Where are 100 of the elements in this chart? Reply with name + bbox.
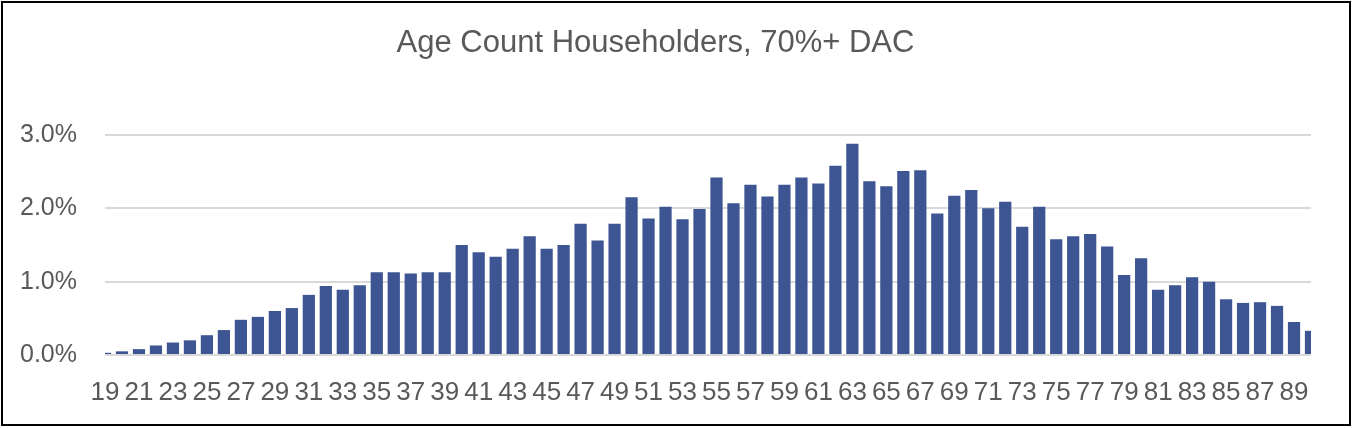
bar: [778, 184, 791, 354]
bar: [455, 245, 468, 354]
bar: [404, 273, 417, 354]
x-tick-label: 89: [1279, 375, 1309, 406]
bar: [1084, 234, 1097, 354]
bar: [489, 256, 502, 354]
bar: [200, 335, 214, 354]
bar: [846, 143, 859, 354]
bar: [676, 219, 689, 354]
x-tick-label: 75: [1041, 375, 1071, 406]
bar: [217, 330, 231, 354]
y-tick-label: 3.0%: [20, 118, 77, 147]
bar: [353, 285, 366, 354]
bar: [693, 209, 706, 354]
bar: [319, 286, 332, 354]
bar: [370, 272, 383, 354]
bar: [948, 195, 961, 354]
bar: [608, 223, 621, 354]
x-tick-label: 73: [1007, 375, 1037, 406]
bar: [506, 248, 519, 354]
bar: [1270, 305, 1284, 354]
x-tick-label: 87: [1245, 375, 1275, 406]
bar: [880, 186, 893, 354]
bar: [166, 342, 180, 354]
x-tick-label: 55: [702, 375, 731, 406]
bar: [268, 311, 281, 354]
bar: [625, 197, 638, 354]
bar: [183, 340, 197, 354]
x-tick-label: 45: [532, 375, 562, 406]
bar: [1287, 322, 1301, 354]
bar: [727, 203, 740, 354]
x-tick-label: 29: [260, 375, 290, 406]
x-tick-label: 19: [90, 375, 120, 406]
bar: [557, 245, 570, 354]
x-tick-label: 61: [803, 375, 833, 406]
x-tick-label: 65: [871, 375, 901, 406]
x-tick-label: 83: [1177, 375, 1207, 406]
bar: [1135, 258, 1148, 354]
y-tick-label: 2.0%: [20, 192, 77, 221]
x-tick-label: 49: [600, 375, 630, 406]
bar: [421, 272, 434, 354]
bar: [251, 316, 264, 354]
x-tick-label: 37: [396, 375, 426, 406]
bar: [1185, 277, 1199, 354]
y-tick-label: 0.0%: [20, 338, 77, 367]
bar: [1067, 236, 1080, 354]
bar: [863, 181, 876, 354]
x-tick-label: 25: [192, 375, 222, 406]
bar: [472, 252, 485, 354]
bar: [336, 289, 349, 354]
x-tick-label: 33: [328, 375, 358, 406]
x-tick-label: 77: [1075, 375, 1105, 406]
bar: [438, 272, 451, 354]
bar: [829, 165, 842, 354]
x-tick-label: 67: [905, 375, 935, 406]
bar: [710, 177, 723, 354]
x-tick-label: 81: [1143, 375, 1173, 406]
x-tick-label: 43: [498, 375, 528, 406]
bar: [574, 223, 587, 354]
bar: [149, 345, 163, 354]
bar: [1016, 226, 1029, 354]
bar: [1253, 302, 1267, 354]
bar: [285, 308, 298, 354]
bar: [795, 177, 808, 354]
bar: [659, 206, 672, 354]
bar: [1219, 299, 1233, 354]
x-tick-label: 31: [294, 375, 324, 406]
x-tick-label: 21: [124, 375, 154, 406]
bar: [540, 248, 553, 354]
x-tick-label: 51: [634, 375, 664, 406]
bar: [1101, 246, 1114, 354]
bar: [591, 240, 604, 354]
bar: [642, 218, 655, 354]
bar: [523, 236, 536, 354]
bar: [1202, 281, 1216, 354]
bar: [132, 349, 146, 354]
x-tick-label: 63: [837, 375, 867, 406]
x-tick-label: 85: [1211, 375, 1241, 406]
x-tick-label: 35: [362, 375, 392, 406]
bar: [387, 272, 400, 354]
x-tick-label: 39: [430, 375, 460, 406]
bar: [982, 208, 995, 354]
y-tick-label: 1.0%: [20, 265, 77, 294]
chart-title: Age Count Householders, 70%+ DAC: [396, 24, 915, 60]
bar: [1236, 302, 1250, 354]
x-tick-label: 57: [736, 375, 765, 406]
bar: [1152, 289, 1165, 354]
bar: [1169, 285, 1182, 354]
bar: [914, 170, 927, 354]
x-tick-label: 69: [939, 375, 969, 406]
bar: [1118, 275, 1131, 354]
x-tick-label: 27: [226, 375, 256, 406]
bar: [234, 319, 247, 354]
bar: [1033, 206, 1046, 354]
x-tick-label: 23: [158, 375, 188, 406]
bar: [931, 213, 944, 354]
x-tick-label: 53: [668, 375, 697, 406]
x-tick-label: 79: [1109, 375, 1139, 406]
bar: [1050, 239, 1063, 354]
bar: [999, 201, 1012, 354]
